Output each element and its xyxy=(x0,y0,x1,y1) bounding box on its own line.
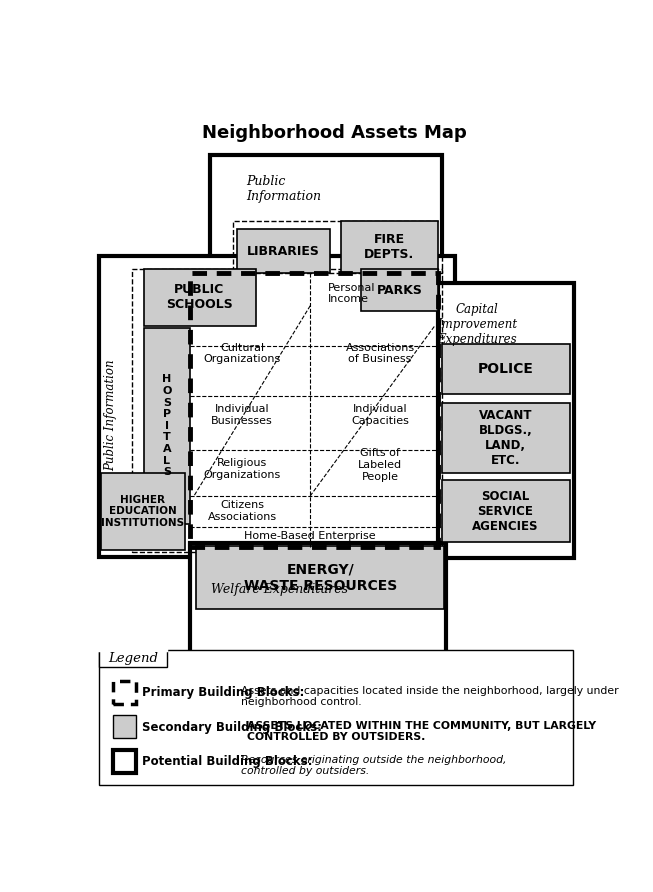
Bar xyxy=(144,328,190,524)
Text: Resources originating outside the neighborhood,: Resources originating outside the neighb… xyxy=(241,756,507,765)
Text: VACANT
BLDGS.,
LAND,
ETC.: VACANT BLDGS., LAND, ETC. xyxy=(479,409,532,467)
Text: Capital
Improvement
Expenditures: Capital Improvement Expenditures xyxy=(437,303,517,346)
Bar xyxy=(99,650,573,785)
Text: Secondary Building Blocks:: Secondary Building Blocks: xyxy=(142,721,322,734)
Bar xyxy=(236,228,330,273)
Text: Public
Information: Public Information xyxy=(246,175,321,202)
Text: Cultural
Organizations: Cultural Organizations xyxy=(204,343,281,364)
Bar xyxy=(112,681,136,704)
Bar xyxy=(112,750,136,773)
Text: Religious
Organizations: Religious Organizations xyxy=(204,458,281,480)
Bar xyxy=(438,283,574,558)
Bar xyxy=(190,543,446,681)
Text: H
O
S
P
I
T
A
L
S: H O S P I T A L S xyxy=(162,375,172,477)
Bar xyxy=(197,546,444,609)
Text: Primary Building Blocks:: Primary Building Blocks: xyxy=(142,686,304,699)
Text: Home-Based Enterprise: Home-Based Enterprise xyxy=(244,531,376,541)
Text: POLICE: POLICE xyxy=(477,362,534,376)
Text: Neighborhood Assets Map: Neighborhood Assets Map xyxy=(202,124,467,142)
Bar xyxy=(144,268,256,326)
Text: Potential Building Blocks:: Potential Building Blocks: xyxy=(142,756,313,768)
Bar xyxy=(342,221,438,273)
Bar xyxy=(442,403,570,473)
Text: ENERGY/
WASTE RESOURCES: ENERGY/ WASTE RESOURCES xyxy=(244,563,397,592)
Bar xyxy=(101,473,185,549)
Bar xyxy=(190,273,438,548)
Bar xyxy=(442,481,570,542)
Text: LIBRARIES: LIBRARIES xyxy=(247,244,319,258)
Bar xyxy=(232,221,442,273)
Bar xyxy=(112,715,136,739)
Text: CONTROLLED BY OUTSIDERS.: CONTROLLED BY OUTSIDERS. xyxy=(247,731,425,741)
Text: Associations
of Business: Associations of Business xyxy=(345,343,415,364)
Bar xyxy=(360,268,438,311)
Text: Assets and capacities located inside the neighborhood, largely under: Assets and capacities located inside the… xyxy=(240,686,618,696)
Text: SOCIAL
SERVICE
AGENCIES: SOCIAL SERVICE AGENCIES xyxy=(472,490,539,533)
Text: Legend: Legend xyxy=(108,652,158,665)
Text: controlled by outsiders.: controlled by outsiders. xyxy=(241,766,370,776)
Bar xyxy=(210,155,442,274)
Text: Welfare Expenditures: Welfare Expenditures xyxy=(211,583,348,597)
Text: Public Information: Public Information xyxy=(104,359,117,471)
Text: Citizens
Associations: Citizens Associations xyxy=(208,500,277,522)
Text: PUBLIC
SCHOOLS: PUBLIC SCHOOLS xyxy=(166,284,233,311)
Bar xyxy=(99,256,455,558)
Text: Individual
Businesses: Individual Businesses xyxy=(211,404,273,425)
Text: neighborhood control.: neighborhood control. xyxy=(240,697,361,706)
Bar xyxy=(132,268,442,552)
Text: Gifts of
Labeled
People: Gifts of Labeled People xyxy=(358,449,402,482)
Text: Personal
Income: Personal Income xyxy=(328,283,375,304)
Text: PARKS: PARKS xyxy=(376,284,422,297)
Text: FIRE
DEPTS.: FIRE DEPTS. xyxy=(364,233,415,261)
Text: ASSETS LOCATED WITHIN THE COMMUNITY, BUT LARGELY: ASSETS LOCATED WITHIN THE COMMUNITY, BUT… xyxy=(247,721,596,731)
Text: Individual
Capacities: Individual Capacities xyxy=(351,404,409,425)
Bar xyxy=(442,344,570,394)
Text: HIGHER
EDUCATION
INSTITUTIONS: HIGHER EDUCATION INSTITUTIONS xyxy=(101,495,184,528)
Bar xyxy=(99,650,167,667)
